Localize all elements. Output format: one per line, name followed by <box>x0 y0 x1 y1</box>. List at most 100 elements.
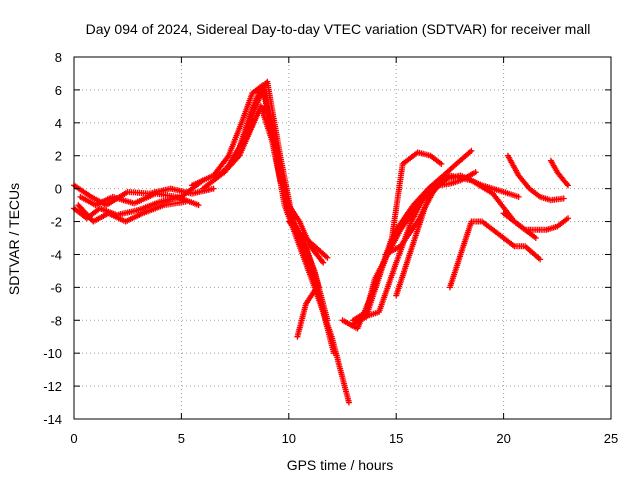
data-marker <box>565 215 572 222</box>
y-tick-label: 4 <box>55 116 62 131</box>
data-marker-run <box>307 243 325 265</box>
data-marker-run <box>161 199 187 209</box>
series-arc-20 <box>504 152 567 204</box>
data-marker-run <box>285 218 304 237</box>
data-marker-run <box>453 149 473 167</box>
data-marker <box>324 254 331 261</box>
data-marker <box>330 350 337 357</box>
data-marker-run <box>425 183 441 200</box>
y-tick-label: -10 <box>43 346 62 361</box>
data-marker-run <box>410 187 431 209</box>
data-marker-run <box>468 177 495 196</box>
chart-title: Day 094 of 2024, Sidereal Day-to-day VTE… <box>86 21 591 37</box>
data-marker-run <box>285 202 302 223</box>
data-marker-run <box>440 162 458 179</box>
x-tick-label: 20 <box>496 431 510 446</box>
data-marker-run <box>105 210 127 224</box>
x-tick-label: 10 <box>282 431 296 446</box>
x-tick-label: 5 <box>178 431 185 446</box>
data-marker-run <box>75 202 96 224</box>
data-marker-run <box>515 172 532 191</box>
data-marker-run <box>361 309 381 320</box>
y-tick-label: -2 <box>50 215 62 230</box>
y-tick-label: 0 <box>55 182 62 197</box>
data-marker-run <box>225 121 244 159</box>
data-marker-run <box>303 286 319 307</box>
data-marker <box>472 169 479 176</box>
data-marker <box>210 185 217 192</box>
data-marker-run <box>479 218 495 232</box>
data-marker-run <box>399 150 420 167</box>
data-marker <box>182 198 189 205</box>
y-tick-label: -8 <box>50 313 62 328</box>
data-marker <box>320 259 327 266</box>
data-marker-run <box>489 226 506 240</box>
series-arc-21 <box>547 157 572 189</box>
data-marker-run <box>526 185 542 199</box>
data-marker-run <box>403 228 421 266</box>
data-marker <box>560 195 567 202</box>
data-marker <box>515 193 522 200</box>
data-marker-run <box>350 310 368 324</box>
x-tick-label: 25 <box>604 431 618 446</box>
data-marker-run <box>124 188 151 197</box>
grid-lines <box>74 57 611 419</box>
y-tick-label: -6 <box>50 280 62 295</box>
data-marker-run <box>522 243 542 262</box>
y-tick-label: -4 <box>50 247 62 262</box>
data-marker-run <box>109 193 136 206</box>
data-marker <box>468 147 475 154</box>
data-points <box>71 78 572 406</box>
data-marker-run <box>371 253 390 283</box>
data-marker-run <box>92 194 114 209</box>
y-tick-label: 2 <box>55 149 62 164</box>
series-arc-17 <box>393 169 479 299</box>
series-arc-19 <box>500 210 572 233</box>
y-tick-label: -14 <box>43 412 62 427</box>
data-marker-run <box>298 231 317 248</box>
data-marker-run <box>554 216 570 230</box>
data-marker-run <box>393 261 410 299</box>
data-marker-run <box>257 103 274 141</box>
series-arc-4 <box>75 198 189 225</box>
data-marker-run <box>189 173 215 189</box>
data-marker-run <box>303 243 322 289</box>
data-marker-run <box>376 261 399 315</box>
data-marker-run <box>238 92 255 126</box>
data-marker-run <box>221 154 242 176</box>
data-marker <box>565 182 572 189</box>
data-marker-run <box>363 278 378 315</box>
x-tick-label: 0 <box>70 431 77 446</box>
y-axis-label: SDTVAR / TECUs <box>6 183 22 295</box>
series-arc-9 <box>242 103 327 266</box>
data-marker-run <box>446 253 463 291</box>
data-marker-run <box>500 235 516 249</box>
data-marker-run <box>90 211 110 225</box>
data-marker-run <box>382 244 402 258</box>
data-marker <box>532 235 539 241</box>
x-axis-label: GPS time / hours <box>287 457 394 473</box>
data-marker-run <box>457 170 477 184</box>
data-marker-run <box>311 243 329 260</box>
data-marker-run <box>77 193 97 208</box>
axis-ticks: 0 5 10 15 20 25 -14 -12 -10 -8 -6 -4 -2 0 2 4 6 8 <box>43 50 618 446</box>
data-marker-run <box>210 154 231 179</box>
data-marker-run <box>427 152 443 166</box>
y-tick-label: -12 <box>43 379 62 394</box>
data-marker-run <box>504 152 521 177</box>
data-marker-run <box>242 105 264 143</box>
data-marker-run <box>135 199 162 213</box>
data-marker <box>313 284 320 291</box>
data-marker <box>345 399 352 406</box>
data-marker-run <box>414 178 441 209</box>
data-marker-run <box>554 169 566 182</box>
series-arc-10 <box>285 218 331 261</box>
data-marker-run <box>547 195 565 204</box>
data-marker-run <box>414 195 431 233</box>
y-tick-label: 6 <box>55 83 62 98</box>
series-arc-18 <box>446 218 544 291</box>
data-marker-run <box>560 177 570 188</box>
data-marker-run <box>152 190 179 200</box>
data-marker-run <box>547 157 560 174</box>
